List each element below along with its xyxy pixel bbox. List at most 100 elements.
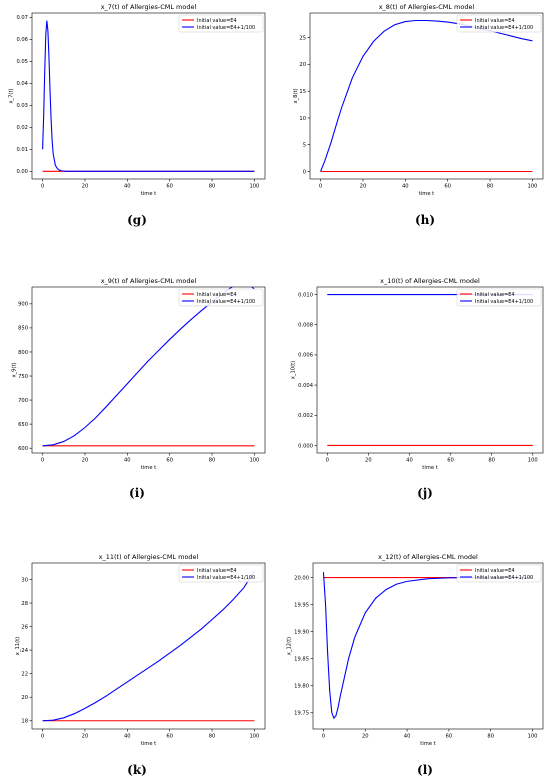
x-tick-label: 100 xyxy=(249,458,259,464)
legend-box xyxy=(456,288,542,307)
y-tick-label: 0.05 xyxy=(16,59,28,65)
y-tick-label: 30 xyxy=(21,577,28,583)
y-tick-label: 0.07 xyxy=(16,15,28,21)
plot-frame xyxy=(312,562,544,730)
y-tick-label: 19.90 xyxy=(294,629,309,635)
y-tick-label: 800 xyxy=(18,350,28,356)
x-axis-label: time t xyxy=(141,465,156,471)
x-tick-label: 60 xyxy=(446,734,453,740)
legend-label: Initial value=E4+1/100 xyxy=(475,575,533,581)
chart-x10: 0 20 40 60 80 100 0.000 0.002 0.004 0.006 0.008 0.0… xyxy=(291,277,544,471)
y-axis-label: x_8(t) xyxy=(293,88,299,103)
y-tick-label: 0.06 xyxy=(16,37,28,43)
y-tick-label: 0.00 xyxy=(16,169,28,175)
x-axis-label: time t xyxy=(141,741,156,747)
legend-box xyxy=(178,288,264,307)
x-tick-label: 80 xyxy=(488,458,495,464)
legend-label: Initial value=E4 xyxy=(197,568,237,574)
y-tick-label: 0.010 xyxy=(298,292,313,298)
y-tick-label: 0.02 xyxy=(16,125,28,131)
x-tick-label: 60 xyxy=(447,458,454,464)
legend-label: Initial value=E4+1/100 xyxy=(197,25,255,31)
y-tick-label: 5 xyxy=(303,143,306,149)
chart-panel-l: 0 20 40 60 80 100 19.75 19.80 19.85 19.90 19.95 20.… xyxy=(275,541,550,780)
chart-x11: 0 20 40 60 80 100 18 20 22 24 26 28 30 x_11(t) of All… xyxy=(15,553,266,747)
x-tick-label: 20 xyxy=(82,458,89,464)
y-tick-label: 19.85 xyxy=(294,657,309,663)
y-tick-label: 0.04 xyxy=(16,81,28,87)
legend-box xyxy=(456,14,542,33)
x-tick-label: 0 xyxy=(41,734,44,740)
x-tick-label: 80 xyxy=(487,184,494,190)
y-tick-label: 750 xyxy=(18,374,28,380)
x-tick-label: 100 xyxy=(527,184,537,190)
chart-title: x_11(t) of Allergies-CML model xyxy=(99,553,199,561)
y-tick-label: 900 xyxy=(18,302,28,308)
y-axis-label: x_12(t) xyxy=(287,637,293,655)
x-tick-label: 100 xyxy=(249,184,259,190)
chart-x8: 0 20 40 60 80 100 0 5 10 15 20 25 x_8(t) of Allergie… xyxy=(293,3,544,197)
legend-label: Initial value=E4+1/100 xyxy=(197,299,255,305)
legend-box xyxy=(178,564,264,583)
x-tick-label: 80 xyxy=(209,184,216,190)
x-tick-label: 40 xyxy=(404,734,411,740)
x-tick-label: 40 xyxy=(124,184,131,190)
panel-caption: (i) xyxy=(129,486,145,500)
x-axis-label: time t xyxy=(422,465,437,471)
x-tick-label: 60 xyxy=(166,184,173,190)
y-tick-label: 0.002 xyxy=(298,413,313,419)
plot-frame xyxy=(309,12,544,180)
chart-panel-h: 0 20 40 60 80 100 0 5 10 15 20 25 x_8(t) of Allergie… xyxy=(275,0,550,232)
chart-x7: 0 20 40 60 80 100 0.00 0.01 0.02 0.03 0.04 0.05 0.06… xyxy=(9,3,266,197)
series-line-e4-plus xyxy=(42,570,255,722)
x-tick-label: 40 xyxy=(406,458,413,464)
x-tick-label: 40 xyxy=(402,184,409,190)
y-tick-label: 650 xyxy=(18,422,28,428)
x-tick-label: 100 xyxy=(528,734,538,740)
chart-x12: 0 20 40 60 80 100 19.75 19.80 19.85 19.90 19.95 20.… xyxy=(287,553,544,747)
legend-label: Initial value=E4 xyxy=(197,292,237,298)
y-tick-label: 0.004 xyxy=(298,383,314,389)
y-tick-label: 19.95 xyxy=(294,602,309,608)
series-line-e4-plus xyxy=(320,19,533,172)
y-tick-label: 24 xyxy=(21,648,28,654)
chart-x9: 0 20 40 60 80 100 600 650 700 750 800 850 900 x_9(t) … xyxy=(12,277,266,471)
chart-panel-j: 0 20 40 60 80 100 0.000 0.002 0.004 0.006 0.008 0.0… xyxy=(275,268,550,500)
y-tick-label: 700 xyxy=(18,398,28,404)
x-tick-label: 20 xyxy=(360,184,367,190)
chart-title: x_12(t) of Allergies-CML model xyxy=(378,553,478,561)
x-tick-label: 20 xyxy=(365,458,372,464)
x-tick-label: 100 xyxy=(528,458,538,464)
y-tick-label: 0 xyxy=(303,169,306,175)
y-axis-label: x_11(t) xyxy=(15,637,21,655)
x-tick-label: 20 xyxy=(82,734,89,740)
plot-frame xyxy=(31,286,266,454)
y-tick-label: 600 xyxy=(18,446,28,452)
legend-label: Initial value=E4 xyxy=(475,568,515,574)
chart-title: x_10(t) of Allergies-CML model xyxy=(380,277,480,285)
x-tick-label: 20 xyxy=(82,184,89,190)
legend-box xyxy=(178,14,264,33)
plot-frame xyxy=(31,12,266,180)
legend-label: Initial value=E4 xyxy=(475,292,515,298)
panel-caption: (l) xyxy=(417,763,433,777)
y-tick-label: 26 xyxy=(21,624,28,630)
chart-title: x_8(t) of Allergies-CML model xyxy=(379,3,475,11)
legend-label: Initial value=E4 xyxy=(475,18,515,24)
x-tick-label: 80 xyxy=(209,734,216,740)
y-axis-label: x_10(t) xyxy=(291,361,297,379)
y-axis-label: x_9(t) xyxy=(12,362,18,377)
y-tick-label: 28 xyxy=(21,601,28,607)
x-tick-label: 100 xyxy=(249,734,259,740)
panel-caption: (h) xyxy=(414,213,436,227)
y-tick-label: 0.006 xyxy=(298,353,313,359)
series-line-e4-plus xyxy=(322,572,533,720)
y-axis-label: x_7(t) xyxy=(9,88,15,103)
x-tick-label: 0 xyxy=(326,458,329,464)
panel-caption: (k) xyxy=(127,763,147,777)
y-tick-label: 0.008 xyxy=(298,323,313,329)
y-tick-label: 19.75 xyxy=(294,711,309,717)
y-tick-label: 20 xyxy=(21,695,28,701)
chart-panel-i: 0 20 40 60 80 100 600 650 700 750 800 850 900 x_9(t) … xyxy=(0,268,275,500)
y-tick-label: 20.00 xyxy=(294,575,309,581)
